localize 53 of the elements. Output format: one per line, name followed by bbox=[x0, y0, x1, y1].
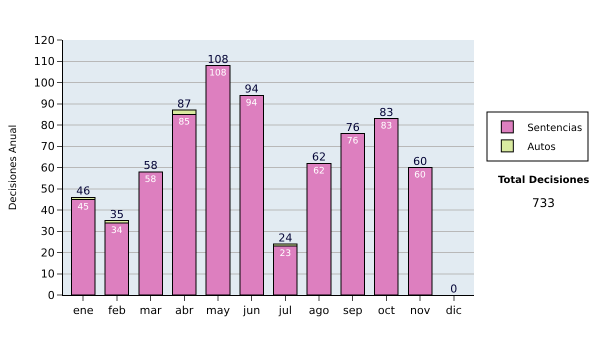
legend-label: Autos bbox=[527, 142, 556, 153]
data-label: 85 bbox=[178, 117, 190, 128]
y-tick-label: 120 bbox=[34, 34, 55, 47]
x-tick-label: ago bbox=[308, 304, 330, 318]
y-tick-label: 10 bbox=[40, 268, 55, 281]
data-label: 58 bbox=[144, 174, 156, 185]
x-tick-label: ene bbox=[72, 304, 94, 318]
data-label: 76 bbox=[346, 136, 359, 146]
y-tick-label: 40 bbox=[40, 204, 55, 217]
y-tick-label: 0 bbox=[48, 288, 55, 302]
y-tick-label: 50 bbox=[40, 182, 55, 196]
y-tick-label: 100 bbox=[34, 76, 55, 90]
y-tick-label: 70 bbox=[40, 140, 55, 154]
x-tick-label: oct bbox=[378, 304, 396, 318]
data-label: 23 bbox=[280, 249, 292, 260]
x-tick-label: nov bbox=[410, 304, 431, 318]
y-tick-label: 80 bbox=[40, 118, 55, 132]
total-label: 94 bbox=[244, 82, 259, 96]
x-tick-label: jun bbox=[242, 304, 260, 318]
x-tick-label: jul bbox=[278, 304, 292, 318]
text: 733 bbox=[532, 196, 555, 210]
total-label: 108 bbox=[207, 52, 228, 66]
x-tick-label: dic bbox=[446, 304, 462, 318]
data-label: 83 bbox=[380, 122, 392, 132]
x-tick-label: sep bbox=[342, 304, 362, 318]
y-tick-label: 30 bbox=[40, 225, 55, 238]
total-label: 46 bbox=[76, 184, 90, 198]
total-label: 24 bbox=[278, 231, 292, 244]
total-label: 0 bbox=[450, 282, 458, 296]
y-tick-label: 20 bbox=[40, 246, 55, 260]
total-label: 60 bbox=[413, 154, 428, 168]
y-axis-title: Decisiones Anual bbox=[8, 124, 19, 210]
data-label: 108 bbox=[209, 68, 227, 78]
text: Total Decisiones bbox=[498, 175, 590, 186]
total-label: 58 bbox=[144, 159, 158, 172]
y-tick-label: 60 bbox=[40, 161, 55, 174]
y-tick-label: 90 bbox=[40, 98, 55, 111]
data-label: 94 bbox=[246, 98, 258, 108]
x-tick-label: feb bbox=[108, 304, 126, 318]
x-tick-label: mar bbox=[140, 304, 162, 318]
total-label: 87 bbox=[177, 97, 192, 110]
total-label: 35 bbox=[110, 208, 124, 221]
total-label: 76 bbox=[346, 120, 360, 134]
y-tick-label: 110 bbox=[34, 55, 55, 68]
legend-label: Sentencias bbox=[527, 122, 582, 134]
total-label: 83 bbox=[379, 106, 394, 119]
x-tick-label: may bbox=[206, 304, 230, 318]
data-label: 45 bbox=[77, 202, 89, 212]
total-label: 62 bbox=[312, 150, 326, 164]
data-label: 62 bbox=[313, 166, 325, 176]
data-label: 34 bbox=[111, 226, 123, 236]
data-label: 60 bbox=[414, 170, 426, 180]
x-tick-label: abr bbox=[175, 304, 194, 318]
